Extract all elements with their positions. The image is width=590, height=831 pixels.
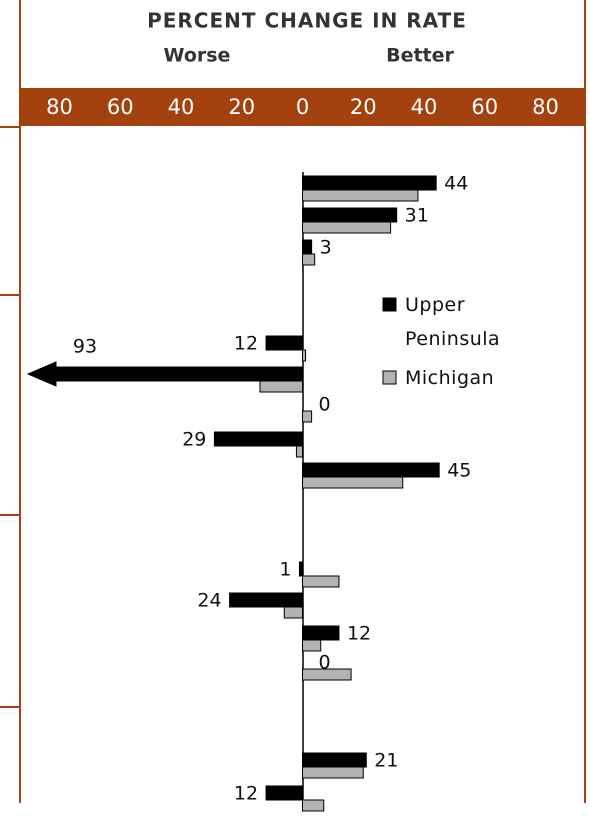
data-label: 0: [319, 394, 331, 416]
bar: [229, 592, 303, 608]
axis-band: [20, 88, 585, 126]
data-label: 31: [405, 205, 429, 227]
bar: [302, 462, 440, 478]
bar: [265, 785, 304, 801]
x-tick-label: 0: [296, 95, 309, 119]
x-tick-label: 60: [471, 95, 498, 119]
bar: [302, 207, 398, 223]
data-label: 12: [234, 783, 258, 805]
bar: [302, 175, 437, 191]
data-label: 3: [320, 237, 332, 259]
frame: [0, 0, 586, 803]
bar: [213, 431, 303, 447]
bar: [259, 380, 303, 393]
bar: [295, 445, 304, 458]
bar: [302, 349, 307, 362]
bar: [302, 799, 325, 812]
data-label: 12: [234, 333, 258, 355]
x-tick-label: 60: [107, 95, 134, 119]
legend-swatch: [382, 370, 397, 385]
bar: [302, 766, 364, 779]
data-label: 29: [182, 429, 206, 451]
data-label: 45: [447, 460, 471, 482]
bar: [265, 335, 304, 351]
bar: [302, 752, 367, 768]
x-tick-label: 40: [168, 95, 195, 119]
data-label: 21: [374, 750, 398, 772]
bar: [302, 189, 419, 202]
bar: [302, 625, 340, 641]
x-tick-label: 40: [411, 95, 438, 119]
data-label: 93: [73, 336, 97, 358]
data-label: 24: [197, 590, 221, 612]
bar: [302, 668, 352, 681]
bar: [302, 575, 340, 588]
x-tick-label: 20: [228, 95, 255, 119]
bar: [302, 639, 322, 652]
better-label: Better: [386, 45, 454, 67]
chart-title: PERCENT CHANGE IN RATE: [147, 9, 467, 33]
x-tick-label: 80: [46, 95, 73, 119]
x-tick-label: 80: [532, 95, 559, 119]
legend-label: Michigan: [405, 367, 495, 389]
legend-swatch: [382, 297, 397, 312]
data-label: 44: [444, 173, 468, 195]
bar: [283, 606, 304, 619]
bar: [302, 221, 392, 234]
data-label: 12: [347, 623, 371, 645]
worse-label: Worse: [164, 45, 231, 67]
legend-label: Upper Peninsula: [405, 294, 501, 350]
bar: [302, 239, 313, 255]
x-tick-label: 20: [350, 95, 377, 119]
bar: [302, 410, 313, 423]
bar: [302, 253, 316, 266]
data-label: 0: [319, 652, 331, 674]
data-label: 1: [279, 559, 291, 581]
bar: [302, 476, 404, 489]
bar: [298, 561, 304, 577]
